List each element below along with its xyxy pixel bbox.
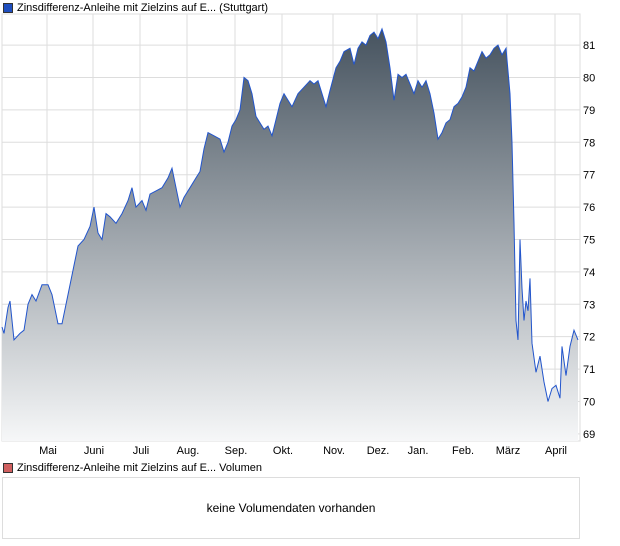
- price-line: [1, 27, 579, 402]
- x-tick-label: Nov.: [323, 445, 345, 457]
- y-tick-label: 81: [583, 40, 595, 52]
- volume-legend: Zinsdifferenz-Anleihe mit Zielzins auf E…: [3, 462, 262, 474]
- no-volume-message: keine Volumendaten vorhanden: [206, 501, 376, 515]
- price-legend: Zinsdifferenz-Anleihe mit Zielzins auf E…: [3, 2, 268, 14]
- price-chart: 69 70 71 72 73 74 75 76 77 78 79 80 81 Mai Juni Juli Aug…: [1, 13, 595, 457]
- volume-panel: keine Volumendaten vorhanden: [2, 477, 580, 539]
- y-tick-label: 72: [583, 332, 595, 344]
- y-tick-label: 76: [583, 202, 595, 214]
- y-tick-label: 80: [583, 72, 595, 84]
- x-tick-label: Sep.: [225, 445, 248, 457]
- y-tick-label: 73: [583, 299, 595, 311]
- y-tick-label: 75: [583, 234, 595, 246]
- x-tick-label: Juli: [133, 445, 150, 457]
- x-tick-label: Feb.: [452, 445, 474, 457]
- y-tick-label: 74: [583, 267, 595, 279]
- x-tick-label: Jan.: [408, 445, 429, 457]
- y-tick-label: 79: [583, 105, 595, 117]
- y-tick-label: 70: [583, 396, 595, 408]
- volume-legend-marker: [3, 463, 13, 473]
- price-area: [2, 28, 578, 442]
- volume-legend-label: Zinsdifferenz-Anleihe mit Zielzins auf E…: [17, 462, 262, 474]
- x-tick-label: Aug.: [177, 445, 200, 457]
- x-tick-label: Dez.: [367, 445, 390, 457]
- price-legend-marker: [3, 3, 13, 13]
- x-tick-label: Mai: [39, 445, 57, 457]
- x-tick-label: April: [545, 445, 567, 457]
- y-tick-label: 78: [583, 137, 595, 149]
- x-tick-label: Okt.: [273, 445, 293, 457]
- y-tick-label: 69: [583, 429, 595, 441]
- y-tick-label: 77: [583, 170, 595, 182]
- y-tick-label: 71: [583, 364, 595, 376]
- x-tick-label: Juni: [84, 445, 104, 457]
- price-legend-label: Zinsdifferenz-Anleihe mit Zielzins auf E…: [17, 2, 269, 14]
- x-tick-label: März: [496, 445, 520, 457]
